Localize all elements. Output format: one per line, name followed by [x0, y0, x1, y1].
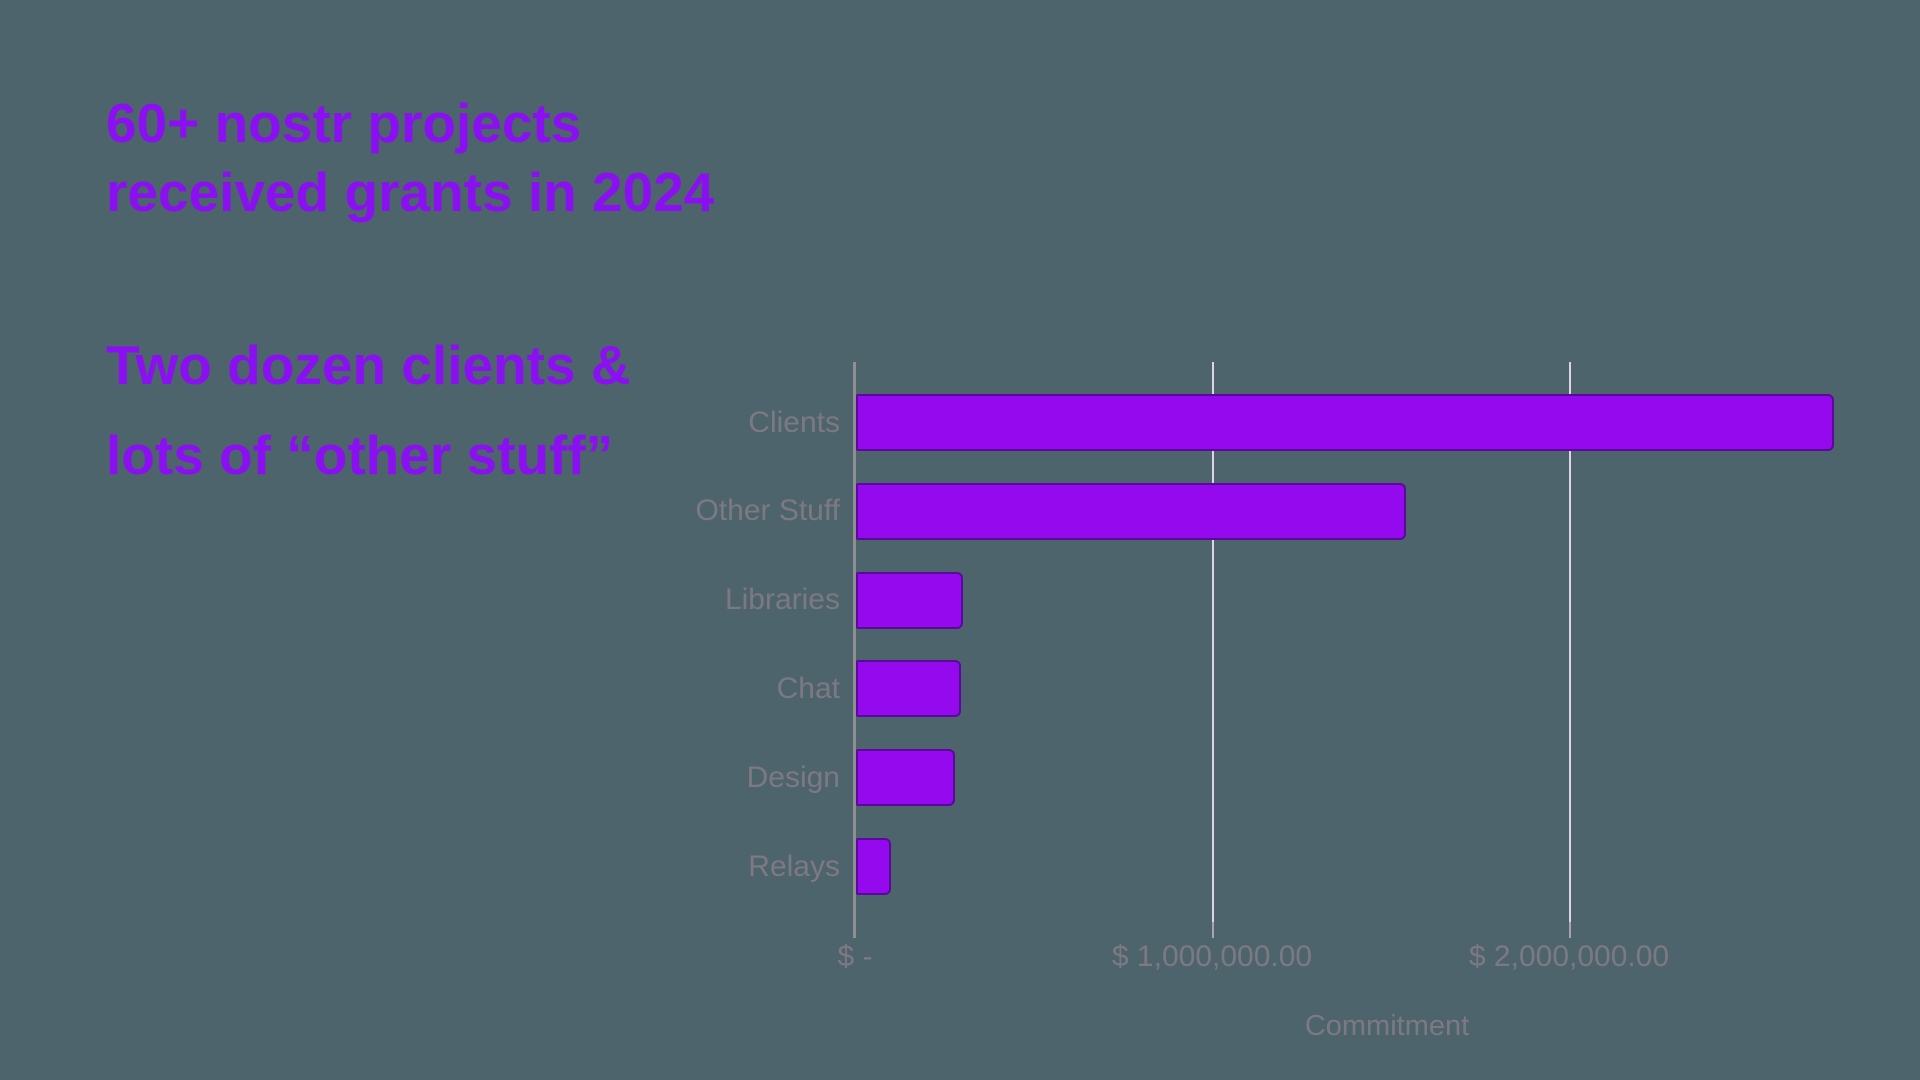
- category-label-design: Design: [746, 761, 840, 794]
- bar-relays: [856, 838, 891, 895]
- bar-libraries: [856, 572, 963, 629]
- bar-clients: [856, 394, 1834, 451]
- bar-other-stuff: [856, 483, 1406, 540]
- category-label-clients: Clients: [748, 406, 840, 439]
- category-label-libraries: Libraries: [724, 583, 840, 616]
- vertical-gridline: [1212, 362, 1214, 922]
- subtitle-line1: Two dozen clients &: [106, 334, 631, 396]
- vertical-gridline: [1569, 362, 1571, 922]
- x-axis-tick: [1212, 922, 1214, 938]
- subtitle: Two dozen clients & lots of “other stuff…: [106, 320, 631, 500]
- main-title: 60+ nostr projects received grants in 20…: [106, 89, 714, 227]
- subtitle-line2: lots of “other stuff”: [106, 424, 614, 486]
- category-label-relays: Relays: [748, 850, 840, 883]
- main-title-line2: received grants in 2024: [106, 161, 715, 223]
- x-axis-tick: [1569, 922, 1571, 938]
- category-label-chat: Chat: [776, 672, 840, 705]
- x-tick-label: $ 2,000,000.00: [1468, 940, 1670, 973]
- main-title-line1: 60+ nostr projects: [106, 92, 582, 154]
- bar-design: [856, 749, 955, 806]
- y-axis-line: [853, 362, 856, 938]
- x-axis-title: Commitment: [1304, 1010, 1470, 1042]
- category-label-other-stuff: Other Stuff: [695, 494, 840, 527]
- x-tick-label: $ -: [837, 940, 873, 973]
- bar-chat: [856, 660, 961, 717]
- x-tick-label: $ 1,000,000.00: [1111, 940, 1313, 973]
